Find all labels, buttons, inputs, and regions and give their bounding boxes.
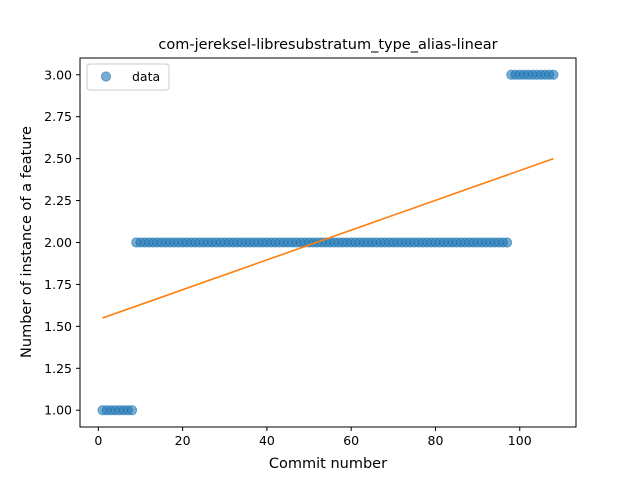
y-tick-label: 3.00: [44, 67, 72, 82]
x-tick-label: 100: [508, 433, 532, 448]
y-tick-label: 1.00: [44, 403, 72, 418]
x-axis-label: Commit number: [269, 456, 387, 472]
legend-box: [86, 63, 170, 91]
y-axis-label: Number of instance of a feature: [19, 126, 35, 358]
legend-marker-data: [100, 71, 112, 82]
y-tick-label: 1.50: [44, 319, 72, 334]
y-tick-label: 2.50: [44, 151, 72, 166]
y-tick-label: 1.25: [44, 361, 72, 376]
x-tick-label: 0: [94, 433, 102, 448]
y-tick-label: 2.25: [44, 193, 72, 208]
x-tick-label: 20: [175, 433, 191, 448]
x-tick-label: 80: [428, 433, 444, 448]
fit-line-layer: [102, 157, 554, 319]
data-point: [548, 69, 559, 80]
y-axis-ticks: 1.00 1.25 1.50 1.75 2.00 2.25 2.50 2.75 3.00: [44, 67, 80, 418]
x-tick-label: 60: [343, 433, 359, 448]
y-tick-label: 2.00: [44, 235, 72, 250]
data-point: [502, 237, 513, 248]
x-tick-label: 40: [259, 433, 275, 448]
fit-line: [102, 157, 554, 319]
y-tick-label: 2.75: [44, 109, 72, 124]
legend: data: [86, 63, 170, 91]
chart-title: com-jereksel-libresubstratum_type_alias-…: [158, 37, 497, 53]
x-axis-ticks: 0 20 40 60 80 100: [94, 427, 532, 448]
legend-label-data: data: [132, 69, 160, 84]
data-point: [126, 405, 138, 416]
scatter-points: [97, 69, 559, 416]
y-tick-label: 1.75: [44, 277, 72, 292]
